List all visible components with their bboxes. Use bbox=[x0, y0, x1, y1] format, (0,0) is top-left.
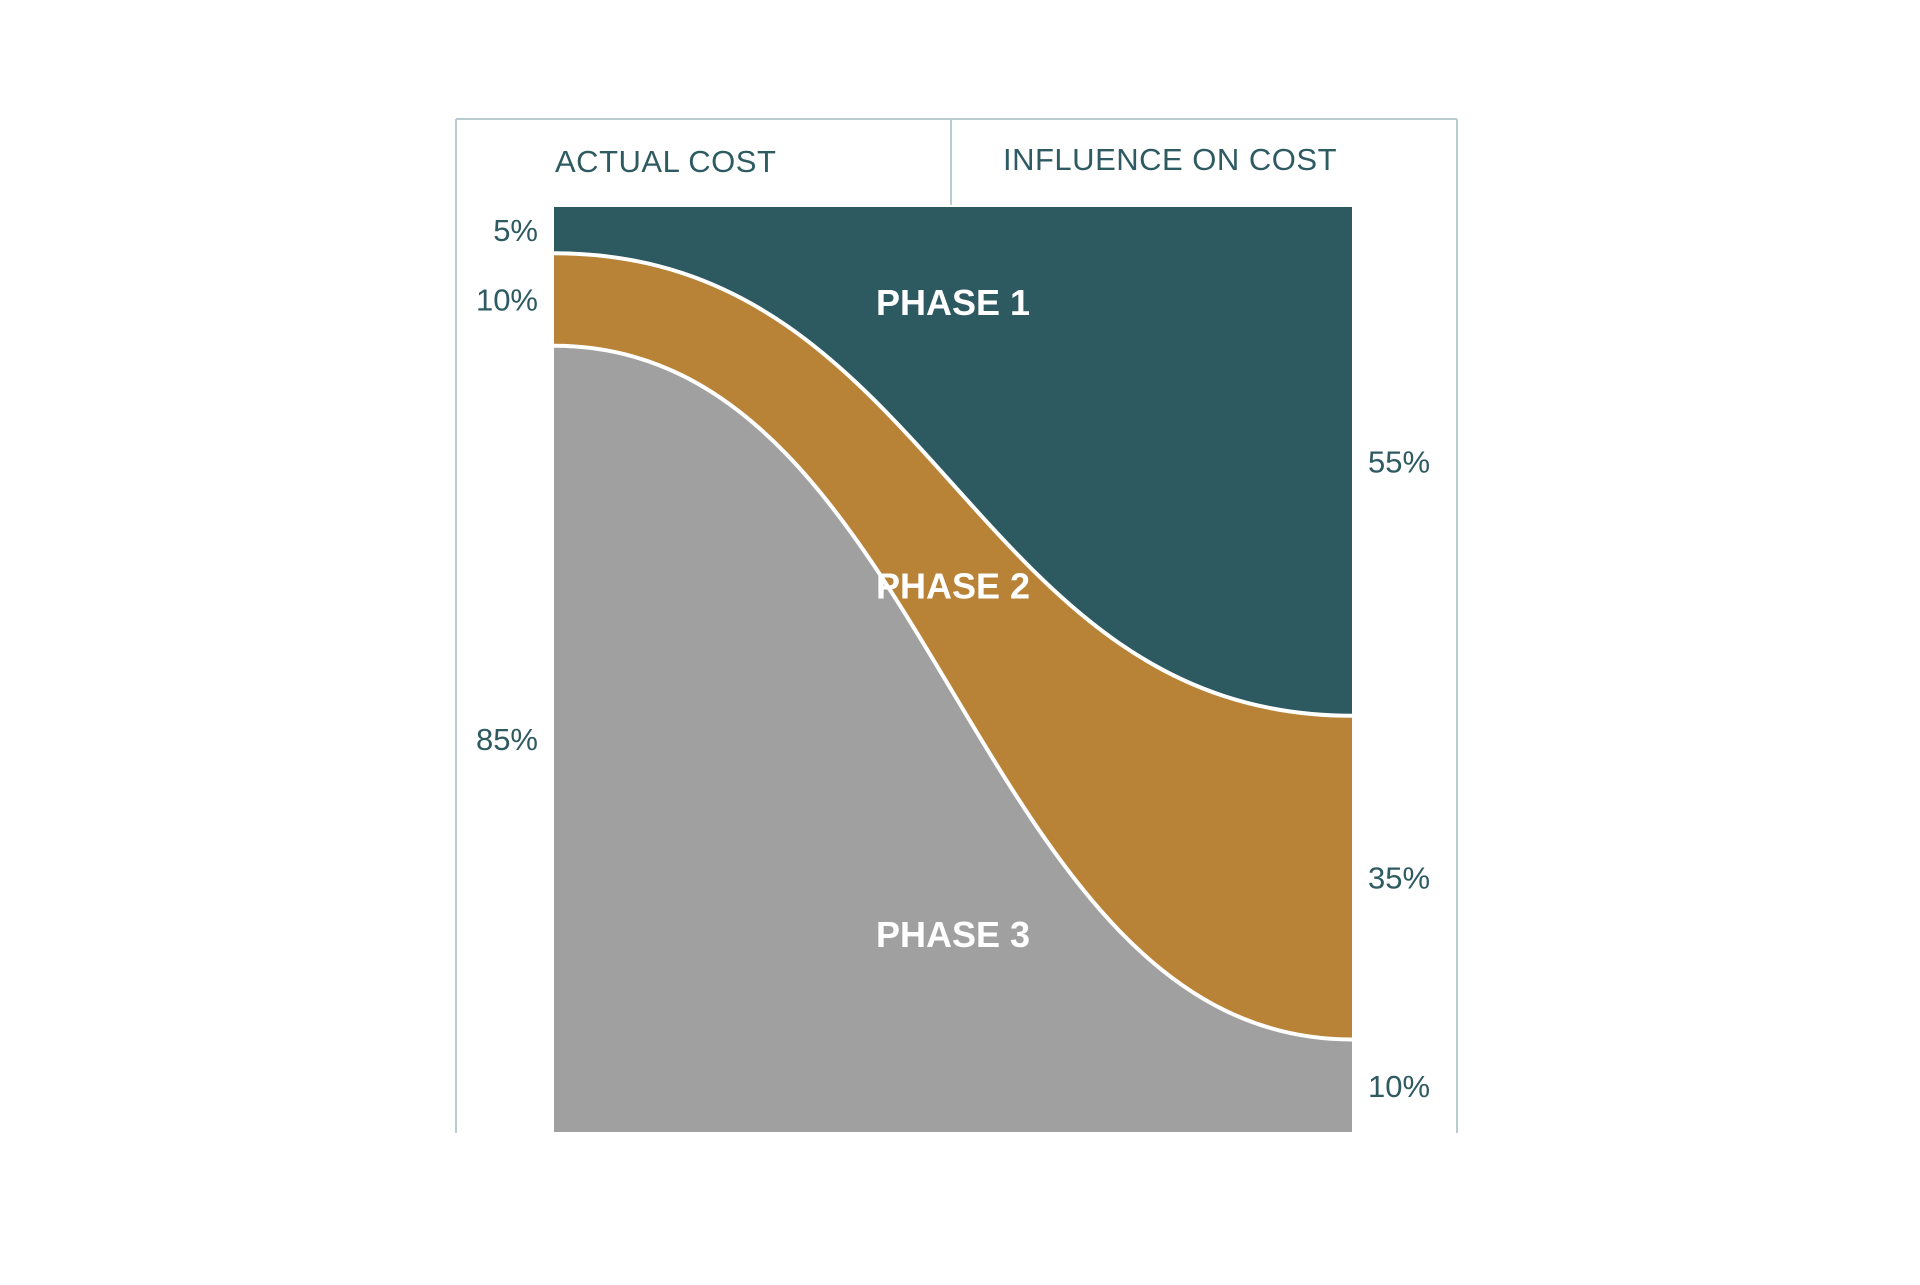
left-value-labels: 5% 10% 85% bbox=[476, 213, 538, 757]
area-series-group bbox=[554, 207, 1352, 1132]
left-label-2: 10% bbox=[476, 283, 538, 318]
area-phase-3 bbox=[554, 345, 1352, 1132]
phase-label-2: PHASE 2 bbox=[876, 565, 1030, 606]
right-value-labels: 55% 35% 10% bbox=[1368, 444, 1430, 1103]
right-label-2: 35% bbox=[1368, 861, 1430, 896]
series-boundary-lines bbox=[553, 251, 1353, 1042]
header-influence-on-cost: INFLUENCE ON COST bbox=[1003, 142, 1337, 177]
left-label-1: 5% bbox=[493, 213, 538, 248]
boundary-line-1 bbox=[553, 251, 1353, 718]
area-phase-1 bbox=[554, 207, 1352, 716]
phase-label-3: PHASE 3 bbox=[876, 914, 1030, 955]
area-phase-2 bbox=[554, 253, 1352, 1040]
phase-label-1: PHASE 1 bbox=[876, 282, 1030, 323]
header-actual-cost: ACTUAL COST bbox=[555, 144, 776, 179]
right-label-3: 10% bbox=[1368, 1069, 1430, 1104]
boundary-line-2 bbox=[553, 343, 1353, 1042]
phase-labels: PHASE 1 PHASE 2 PHASE 3 bbox=[876, 282, 1030, 955]
left-label-3: 85% bbox=[476, 722, 538, 757]
chart-frame bbox=[455, 118, 1458, 1133]
right-label-1: 55% bbox=[1368, 444, 1430, 479]
